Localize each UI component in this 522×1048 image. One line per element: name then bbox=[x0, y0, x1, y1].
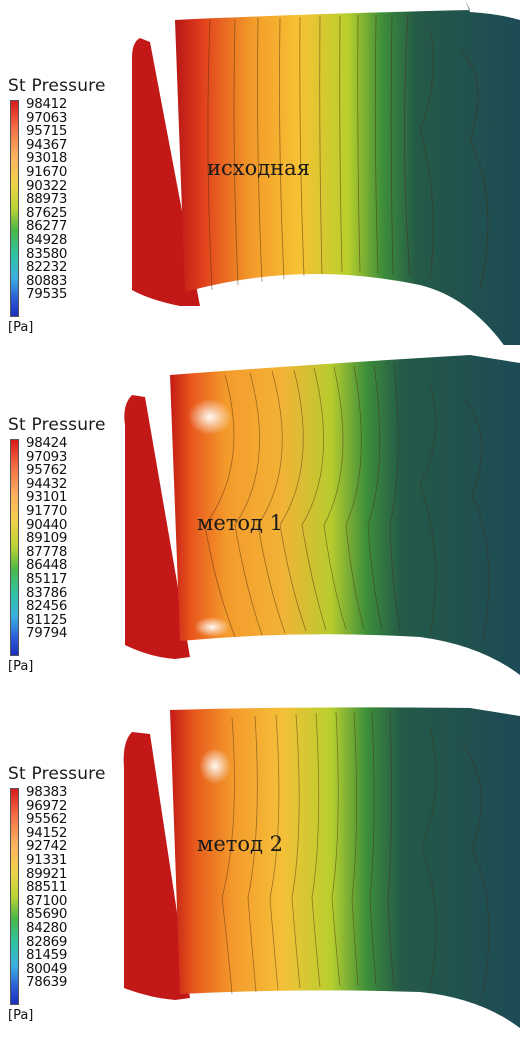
legend-tick: 89921 bbox=[26, 866, 68, 882]
legend-tick: 98424 bbox=[26, 436, 68, 451]
colorbar bbox=[10, 439, 19, 656]
legend-tick: 84280 bbox=[26, 920, 68, 936]
legend-tick: 98412 bbox=[26, 97, 68, 112]
legend-tick: 91770 bbox=[26, 503, 68, 519]
legend-tick: 86277 bbox=[26, 219, 68, 235]
legend-tick: 87625 bbox=[26, 205, 68, 221]
legend-tick: 97093 bbox=[26, 449, 68, 465]
legend-tick: 96972 bbox=[26, 798, 68, 814]
legend-tick: 83580 bbox=[26, 246, 68, 262]
legend-unit: [Pa] bbox=[8, 659, 34, 674]
legend-tick: 84928 bbox=[26, 232, 68, 248]
panel-caption: метод 2 bbox=[197, 832, 283, 856]
legend-tick: 81125 bbox=[26, 612, 68, 628]
legend-tick: 83786 bbox=[26, 585, 68, 601]
legend-tick: 88511 bbox=[26, 880, 68, 896]
legend-tick: 95715 bbox=[26, 124, 68, 140]
legend-tick: 91331 bbox=[26, 852, 68, 868]
legend-tick: 86448 bbox=[26, 558, 68, 574]
panel-caption: метод 1 bbox=[197, 511, 283, 535]
color-legend: St Pressure 98424 97093 95762 94432 9310… bbox=[8, 415, 138, 674]
legend-tick: 94367 bbox=[26, 137, 68, 153]
legend-tick: 82456 bbox=[26, 599, 68, 615]
legend-tick: 82869 bbox=[26, 934, 68, 950]
colorbar bbox=[10, 788, 19, 1005]
pressure-panel-method-2: St Pressure 98383 96972 95562 94152 9274… bbox=[0, 698, 522, 1048]
pressure-panel-original: St Pressure 98412 97063 95715 94367 9301… bbox=[0, 0, 522, 345]
legend-tick: 93101 bbox=[26, 490, 68, 506]
legend-unit: [Pa] bbox=[8, 320, 34, 335]
legend-ticks: 98424 97093 95762 94432 93101 91770 9044… bbox=[26, 437, 67, 641]
colorbar bbox=[10, 100, 19, 317]
legend-title: St Pressure bbox=[8, 415, 106, 435]
legend-tick: 98383 bbox=[26, 785, 68, 800]
legend-title: St Pressure bbox=[8, 76, 106, 96]
legend-tick: 97063 bbox=[26, 110, 68, 126]
legend-tick: 85690 bbox=[26, 907, 68, 923]
legend-tick: 91670 bbox=[26, 164, 68, 180]
color-legend: St Pressure 98412 97063 95715 94367 9301… bbox=[8, 76, 138, 335]
legend-unit: [Pa] bbox=[8, 1008, 34, 1023]
legend-tick: 87778 bbox=[26, 544, 68, 560]
legend-tick: 94432 bbox=[26, 476, 68, 492]
legend-tick: 94152 bbox=[26, 825, 68, 841]
blade-contour-plot bbox=[124, 355, 520, 675]
blade-contour-plot bbox=[123, 707, 520, 1028]
panel-caption: исходная bbox=[207, 156, 310, 180]
legend-tick: 81459 bbox=[26, 948, 68, 964]
legend-tick: 93018 bbox=[26, 151, 68, 167]
legend-ticks: 98383 96972 95562 94152 92742 91331 8992… bbox=[26, 786, 67, 990]
legend-tick: 90322 bbox=[26, 178, 68, 194]
legend-tick: 92742 bbox=[26, 839, 68, 855]
legend-tick: 80883 bbox=[26, 273, 68, 289]
color-legend: St Pressure 98383 96972 95562 94152 9274… bbox=[8, 764, 138, 1023]
blade-contour-plot bbox=[132, 0, 520, 345]
legend-tick: 88973 bbox=[26, 192, 68, 208]
legend-tick: 95562 bbox=[26, 812, 68, 828]
legend-tick: 90440 bbox=[26, 517, 68, 533]
legend-tick: 78639 bbox=[26, 975, 68, 991]
legend-tick: 79535 bbox=[26, 287, 68, 303]
legend-tick: 82232 bbox=[26, 260, 68, 276]
pressure-panel-method-1: St Pressure 98424 97093 95762 94432 9310… bbox=[0, 345, 522, 690]
legend-tick: 80049 bbox=[26, 961, 68, 977]
legend-ticks: 98412 97063 95715 94367 93018 91670 9032… bbox=[26, 98, 67, 302]
legend-tick: 79794 bbox=[26, 626, 68, 642]
legend-tick: 95762 bbox=[26, 463, 68, 479]
legend-tick: 89109 bbox=[26, 531, 68, 547]
legend-tick: 85117 bbox=[26, 571, 68, 587]
legend-title: St Pressure bbox=[8, 764, 106, 784]
legend-tick: 87100 bbox=[26, 893, 68, 909]
